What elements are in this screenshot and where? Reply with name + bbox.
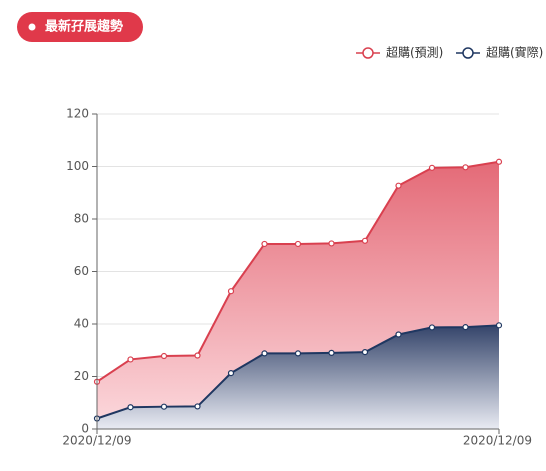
legend-marker [362,47,374,59]
point [261,350,268,357]
y-tick-label: 120 [66,107,89,121]
legend-label: 超購(預測) [386,45,443,60]
point [127,356,134,363]
point [328,349,335,356]
point [428,164,436,171]
point [495,322,503,329]
area-fill [97,325,499,429]
chart-title: 最新孖展趨勢 [45,19,123,35]
x-tick-label: 2020/12/09 [62,434,131,448]
point [194,352,201,359]
point [428,324,436,331]
x-tick-label: 2020/12/09 [463,434,532,448]
y-tick-label: 0 [81,422,89,436]
y-tick-label: 80 [74,212,89,226]
point [160,352,168,360]
point [227,288,235,295]
point [361,348,369,356]
point [227,369,235,377]
point [261,240,268,248]
y-tick-label: 20 [74,369,89,383]
point [194,403,201,410]
point [294,240,302,248]
y-tick-label: 40 [74,317,89,331]
title-pill [17,12,143,42]
point [395,182,402,189]
point [361,237,369,244]
legend: 超購(預測) 超購(實際) [356,45,543,60]
point [160,403,168,410]
point [328,240,335,247]
legend-marker [462,47,474,59]
point [462,324,469,331]
point [395,331,402,338]
legend-label: 超購(實際) [486,45,543,60]
point [294,350,302,357]
point [462,164,469,171]
y-tick-label: 100 [66,159,89,173]
point [127,404,134,411]
y-tick-label: 60 [74,264,89,278]
title-dot [28,23,36,31]
point [495,158,503,165]
